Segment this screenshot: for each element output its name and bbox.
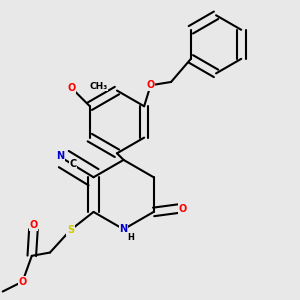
Text: O: O bbox=[178, 204, 187, 214]
Text: H: H bbox=[128, 233, 134, 242]
Text: N: N bbox=[119, 224, 128, 234]
Text: O: O bbox=[68, 83, 76, 93]
Text: C: C bbox=[69, 159, 77, 170]
Text: O: O bbox=[29, 220, 38, 230]
Text: S: S bbox=[67, 225, 74, 235]
Text: O: O bbox=[146, 80, 155, 90]
Text: N: N bbox=[56, 152, 64, 161]
Text: CH₃: CH₃ bbox=[90, 82, 108, 91]
Text: O: O bbox=[18, 277, 27, 286]
